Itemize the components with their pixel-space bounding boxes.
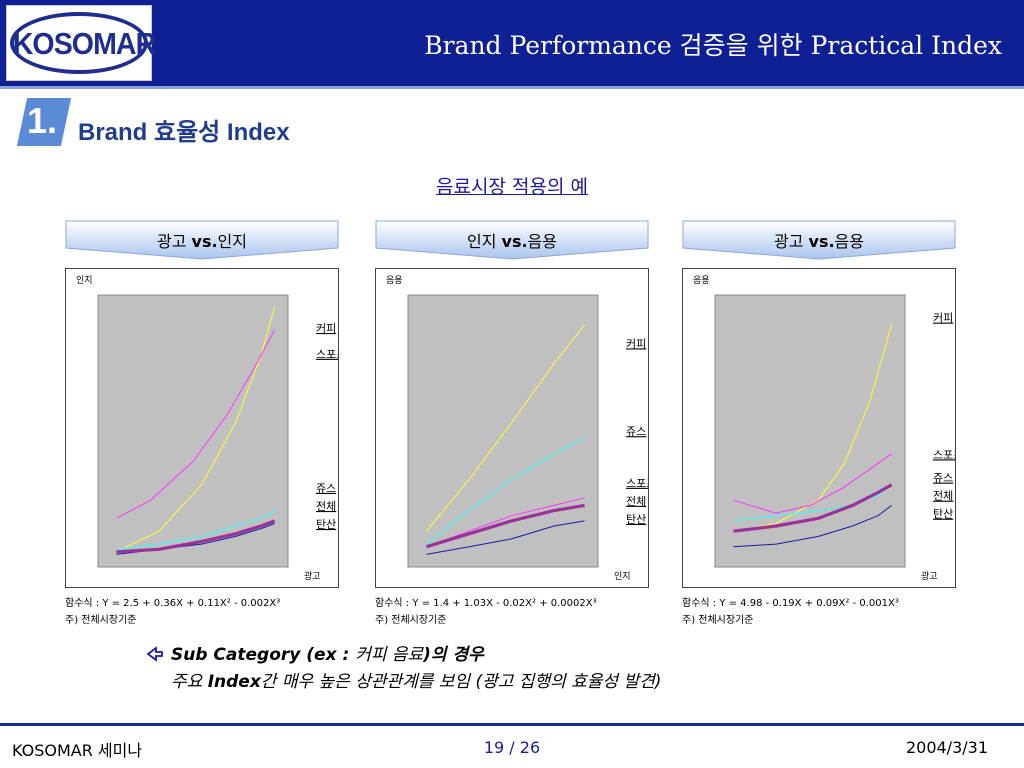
formula-text: 함수식 : Y = 4.98 - 0.19X + 0.09X² - 0.001X… xyxy=(682,598,899,609)
banner-label: 광고 vs.인지 xyxy=(65,228,339,252)
header-divider xyxy=(0,86,1024,89)
series-label: 커피 xyxy=(316,322,336,335)
banner-vs: vs. xyxy=(191,232,218,251)
series-line xyxy=(116,519,276,554)
section-number: 1. xyxy=(27,100,58,141)
banner-label: 광고 vs.음용 xyxy=(682,228,956,252)
banner-suffix: 음용 xyxy=(527,232,557,251)
summary-line-2: 주요 Index간 매우 높은 상관관계를 보임 (광고 집행의 효율성 발견) xyxy=(171,667,661,692)
series-label: 커피 xyxy=(933,312,953,325)
series-label: 전체 xyxy=(626,495,646,508)
plot-area xyxy=(407,294,599,568)
x-axis-label: 광고 xyxy=(921,570,938,582)
footer-page-number: 19 / 26 xyxy=(483,738,541,757)
series-line xyxy=(426,503,585,549)
series-label: 스포츠 xyxy=(933,448,955,461)
banner-prefix: 광고 xyxy=(156,232,192,251)
series-line xyxy=(733,484,892,522)
summary-main: 주요 xyxy=(171,672,208,692)
series-label: 커피 xyxy=(626,337,646,350)
series-label: 쥬스 xyxy=(626,425,646,438)
banner-label: 인지 vs.음용 xyxy=(375,228,649,252)
series-line xyxy=(426,520,585,555)
plot-area xyxy=(714,294,906,568)
footer-date: 2004/3/31 xyxy=(905,738,988,757)
kosomar-logo: KOSOMAR xyxy=(6,5,156,81)
y-axis-label: 음용 xyxy=(386,275,403,286)
banner-vs: vs. xyxy=(808,232,835,251)
banner-shape xyxy=(375,220,649,260)
x-axis-label: 광고 xyxy=(304,570,321,582)
summary-sub-category: Sub Category xyxy=(171,645,301,665)
formula-text: 함수식 : Y = 2.5 + 0.36X + 0.11X² - 0.002X³ xyxy=(65,598,281,609)
summary-index: Index xyxy=(207,672,261,692)
series-line xyxy=(116,306,276,553)
header-bar: KOSOMAR Brand Performance 검증을 위한 Practic… xyxy=(0,0,1024,86)
banner-shape xyxy=(682,220,956,260)
footer-seminar: KOSOMAR 세미나 xyxy=(12,741,143,760)
summary-case: )의 경우 xyxy=(423,645,484,665)
arrow-bullet-icon xyxy=(146,646,163,662)
note-text: 주) 전체시장기준 xyxy=(682,615,754,626)
formula-text: 함수식 : Y = 1.4 + 1.03X - 0.02X² + 0.0002X… xyxy=(375,598,597,609)
summary-line-1: Sub Category (ex : 커피 음료)의 경우 xyxy=(171,640,484,665)
series-line xyxy=(733,483,893,533)
section-title: Brand 효율성 Index xyxy=(78,119,290,146)
summary-ex-item: 커피 음료 xyxy=(355,645,424,665)
banner-prefix: 인지 xyxy=(466,232,502,251)
series-label: 스포츠 xyxy=(316,348,338,361)
x-axis-label: 인지 xyxy=(614,571,631,582)
y-axis-label: 인지 xyxy=(76,275,93,286)
series-label: 쥬스 xyxy=(933,472,953,485)
summary-ex: (ex : xyxy=(300,645,356,665)
banner-vs: vs. xyxy=(501,232,528,251)
subtitle: 음료시장 적용의 예 xyxy=(0,172,1024,199)
note-text: 주) 전체시장기준 xyxy=(375,615,447,626)
y-axis-label: 음용 xyxy=(693,275,710,286)
logo-text: KOSOMAR xyxy=(12,26,156,61)
series-line xyxy=(116,329,276,519)
series-label: 쥬스 xyxy=(316,482,336,495)
summary-correlation: 간 매우 높은 상관관계를 보임 xyxy=(260,672,476,692)
series-label: 탄산 xyxy=(316,518,336,531)
subtitle-text: 음료시장 적용의 예 xyxy=(436,176,588,198)
footer-divider xyxy=(0,723,1024,726)
series-label: 탄산 xyxy=(626,513,646,526)
series-label: 전체 xyxy=(316,500,336,513)
banner-2: 인지 vs.음용 xyxy=(375,220,649,260)
banner-1: 광고 vs.인지 xyxy=(65,220,339,260)
series-line xyxy=(426,324,585,532)
series-line xyxy=(733,453,892,514)
series-label: 전체 xyxy=(933,490,953,503)
series-line xyxy=(733,324,893,532)
series-label: 탄산 xyxy=(933,508,953,521)
series-line xyxy=(426,437,585,545)
note-text: 주) 전체시장기준 xyxy=(65,615,137,626)
banner-shape xyxy=(65,220,339,260)
banner-prefix: 광고 xyxy=(773,232,809,251)
slide-title: Brand Performance 검증을 위한 Practical Index xyxy=(424,31,1002,60)
series-line xyxy=(116,510,275,550)
logo-ring xyxy=(10,12,148,74)
series-line xyxy=(426,497,585,548)
series-label: 스포츠 xyxy=(626,477,648,490)
banner-suffix: 음용 xyxy=(834,232,864,251)
summary-efficiency: (광고 집행의 효율성 발견) xyxy=(475,672,662,692)
banner-3: 광고 vs.음용 xyxy=(682,220,956,260)
series-line xyxy=(733,505,892,548)
banner-suffix: 인지 xyxy=(217,232,247,251)
plot-area xyxy=(97,294,289,568)
